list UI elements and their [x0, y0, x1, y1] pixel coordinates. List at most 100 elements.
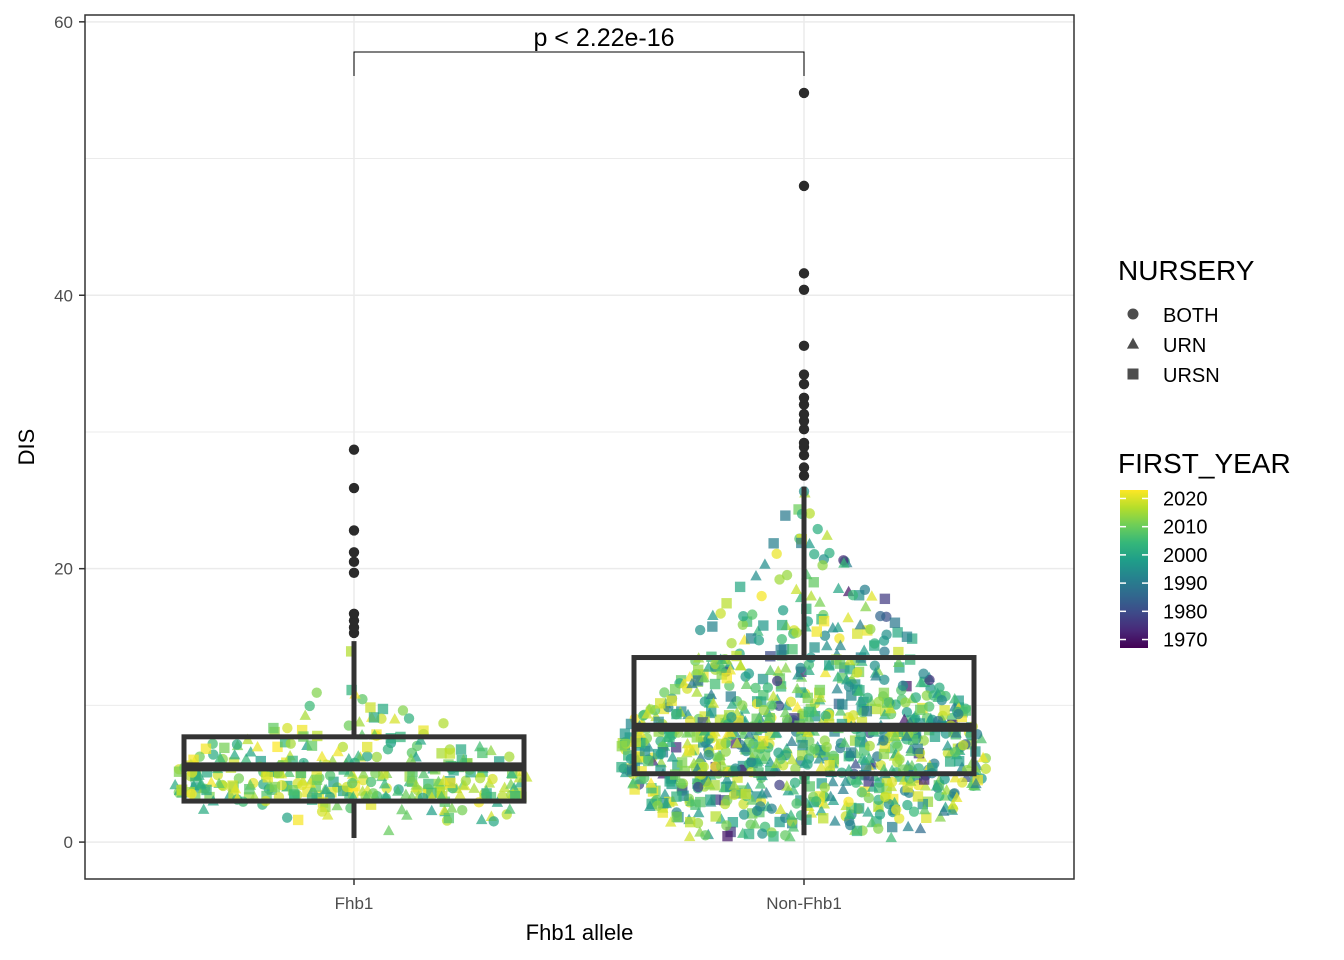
data-point — [845, 747, 857, 758]
data-point — [435, 790, 448, 801]
data-point — [874, 809, 886, 820]
data-point — [343, 753, 355, 764]
data-point — [758, 620, 769, 631]
shape-legend-label: BOTH — [1163, 305, 1219, 327]
data-point — [758, 704, 770, 716]
x-tick-label: Fhb1 — [335, 894, 374, 913]
data-point — [772, 675, 783, 687]
data-point — [465, 767, 476, 778]
outlier-point — [798, 470, 810, 481]
data-point — [837, 672, 848, 684]
data-point — [834, 639, 847, 651]
data-point — [456, 754, 468, 766]
data-point — [894, 813, 905, 824]
iqr-box — [631, 655, 977, 777]
data-point — [894, 662, 905, 673]
data-point — [297, 779, 308, 791]
data-point — [897, 680, 909, 691]
data-point — [793, 504, 804, 515]
box-non-fhb1 — [631, 486, 977, 836]
data-point — [866, 590, 878, 601]
data-point — [643, 755, 654, 767]
data-point — [684, 671, 696, 682]
data-point — [337, 741, 349, 753]
data-point — [953, 708, 964, 720]
data-point — [787, 821, 800, 832]
data-point — [700, 830, 711, 841]
data-point — [902, 799, 913, 811]
data-point — [759, 558, 771, 569]
data-point — [871, 816, 882, 827]
data-point — [879, 791, 891, 802]
data-point — [837, 783, 849, 794]
data-point — [859, 600, 872, 612]
data-point — [460, 775, 472, 786]
data-point — [848, 710, 859, 721]
data-point — [856, 717, 868, 728]
y-tick-label: 40 — [54, 286, 73, 305]
data-point — [849, 758, 862, 769]
data-point — [299, 709, 311, 720]
legend-triangle-icon — [1126, 337, 1140, 349]
data-point — [245, 746, 257, 757]
data-point — [255, 755, 266, 767]
data-point — [808, 577, 819, 588]
data-point — [900, 697, 911, 708]
data-point — [817, 560, 828, 571]
data-point — [859, 745, 870, 756]
data-point — [951, 791, 963, 803]
data-point — [894, 754, 905, 765]
data-point — [879, 729, 890, 740]
data-point — [756, 738, 768, 750]
data-point — [645, 777, 657, 788]
color-legend-label: 1970 — [1163, 630, 1208, 652]
data-point — [446, 802, 458, 813]
data-point — [510, 791, 521, 802]
data-point — [790, 583, 803, 595]
data-point — [936, 694, 948, 706]
data-point — [477, 747, 488, 759]
data-point — [854, 618, 866, 630]
data-point — [660, 797, 672, 809]
data-point — [692, 806, 705, 818]
data-point — [885, 831, 897, 843]
y-tick-label: 20 — [54, 560, 73, 579]
data-point — [725, 781, 736, 792]
data-point — [873, 696, 885, 707]
data-point — [814, 596, 826, 607]
data-point — [803, 664, 815, 676]
data-point — [802, 692, 813, 704]
data-point — [852, 685, 865, 696]
data-point — [681, 727, 693, 738]
outlier-point — [798, 378, 810, 390]
data-point — [498, 781, 511, 792]
data-point — [796, 537, 807, 549]
data-point — [819, 666, 832, 678]
data-point — [468, 782, 480, 793]
data-point — [757, 828, 768, 839]
y-tick-label: 0 — [64, 833, 73, 852]
data-point — [785, 696, 797, 708]
data-point — [977, 751, 989, 763]
data-point — [616, 761, 627, 773]
data-point — [863, 792, 875, 804]
data-point — [929, 731, 941, 742]
data-point — [918, 735, 930, 746]
data-point — [934, 811, 947, 822]
data-point — [791, 798, 802, 809]
data-point — [774, 816, 785, 828]
data-point — [357, 693, 368, 705]
data-point — [949, 771, 961, 783]
color-legend-label: 1980 — [1163, 601, 1208, 623]
data-point — [365, 776, 377, 788]
data-point — [957, 777, 968, 788]
data-point — [912, 743, 923, 754]
data-point — [732, 772, 743, 783]
data-point — [619, 728, 631, 739]
data-point — [827, 622, 839, 633]
data-point — [912, 791, 924, 802]
data-point — [739, 741, 751, 752]
data-point — [730, 763, 741, 774]
data-point — [743, 828, 755, 840]
data-point — [684, 745, 695, 756]
